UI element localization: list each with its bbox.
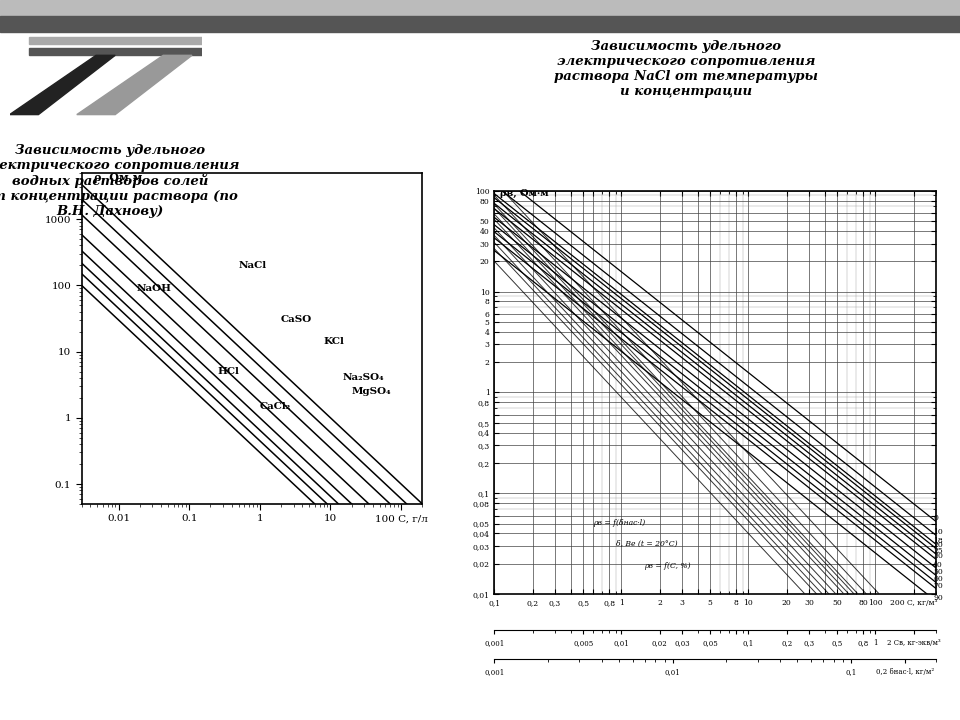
Text: 40: 40 (933, 561, 943, 569)
Text: NaCl: NaCl (239, 261, 267, 270)
Text: 0: 0 (933, 515, 938, 523)
Text: ρв = f(δнас·l): ρв = f(δнас·l) (593, 519, 645, 527)
Text: ρв = f(C, %): ρв = f(C, %) (644, 562, 690, 570)
Bar (0, 17, 960, 32)
Text: Na₂SO₄: Na₂SO₄ (343, 374, 385, 382)
Text: ρв, Ом·м: ρв, Ом·м (499, 189, 548, 199)
Text: NaOH: NaOH (136, 284, 172, 293)
Text: δ, Вe (t = 20°C): δ, Вe (t = 20°C) (615, 540, 677, 548)
Text: CaSO: CaSO (281, 315, 312, 325)
Text: CaCl₂: CaCl₂ (260, 402, 291, 410)
Polygon shape (10, 55, 115, 114)
Text: 70: 70 (933, 582, 943, 590)
Polygon shape (77, 55, 192, 114)
Text: KCl: KCl (324, 338, 345, 346)
Text: 60: 60 (933, 575, 943, 583)
Text: 10: 10 (933, 528, 943, 536)
Text: HCl: HCl (217, 367, 239, 376)
Text: Зависимость удельного
электрического сопротивления
водных растворов солей
от кон: Зависимость удельного электрического соп… (0, 144, 240, 218)
Text: ρ, Ом м: ρ, Ом м (94, 172, 142, 183)
Text: 25: 25 (933, 547, 943, 555)
Text: 50: 50 (933, 568, 943, 577)
Bar (29, 48, 202, 55)
Text: Зависимость удельного
электрического сопротивления
раствора NaCl от температуры
: Зависимость удельного электрического соп… (555, 40, 818, 98)
Bar (29, 37, 202, 45)
Bar (0, 0, 960, 17)
Text: 18: 18 (933, 537, 943, 545)
Text: 90: 90 (933, 594, 943, 602)
Text: 20: 20 (933, 541, 943, 549)
Text: 30: 30 (933, 552, 943, 560)
Text: MgSO₄: MgSO₄ (351, 387, 392, 396)
